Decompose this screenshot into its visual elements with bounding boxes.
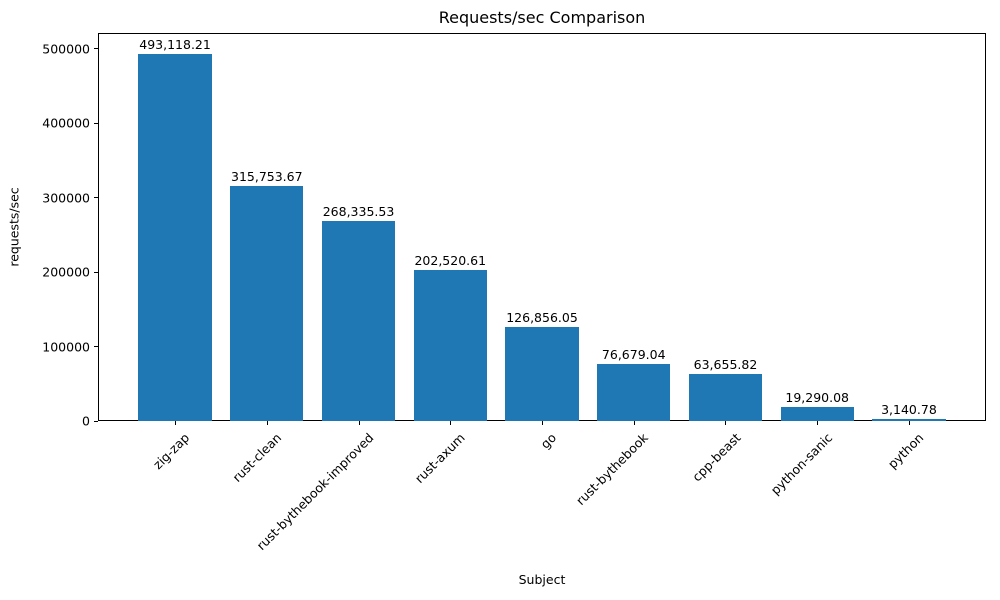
x-tick-mark (908, 421, 910, 425)
bar-value-label: 268,335.53 (322, 204, 395, 220)
bar-rust-bythebook-improved (321, 221, 396, 421)
bar-value-label: 19,290.08 (785, 389, 850, 405)
y-tick-label: 100000 (42, 339, 90, 355)
bar-cpp-beast (688, 373, 763, 421)
bar-value-label: 202,520.61 (414, 253, 487, 269)
x-tick-label: rust-bythebook (573, 430, 652, 509)
bar-value-label: 126,856.05 (506, 309, 578, 325)
bar-python-sanic (780, 406, 854, 421)
bar-python (872, 418, 946, 421)
y-tick-mark (94, 271, 98, 273)
y-tick-mark (94, 48, 98, 50)
bar-zig-zap (138, 54, 212, 421)
x-tick-label: zig-zap (150, 430, 193, 473)
y-tick-label: 400000 (42, 115, 90, 131)
bar-value-label: 76,679.04 (601, 346, 666, 362)
y-tick-mark (94, 346, 98, 348)
y-tick-label: 500000 (42, 41, 90, 57)
x-tick-mark (633, 421, 635, 425)
x-tick-mark (450, 421, 452, 425)
bar-rust-clean (230, 186, 304, 421)
x-tick-label: go (537, 430, 560, 452)
bar-value-label: 63,655.82 (693, 356, 758, 372)
bar-rust-axum (413, 270, 487, 421)
bar-value-label: 3,140.78 (881, 401, 937, 417)
x-tick-mark (725, 421, 727, 425)
x-axis-label: Subject (518, 572, 566, 587)
x-tick-mark (358, 421, 360, 425)
bar-value-label: 493,118.21 (139, 37, 211, 53)
x-tick-mark (817, 421, 819, 425)
x-tick-label: rust-clean (229, 430, 285, 485)
y-tick-mark (94, 197, 98, 199)
bar-rust-bythebook (597, 363, 671, 421)
x-tick-label: python-sanic (767, 430, 835, 498)
y-tick-mark (94, 420, 98, 422)
bar-go (505, 326, 579, 421)
x-tick-mark (266, 421, 268, 425)
y-tick-mark (94, 122, 98, 124)
bar-value-label: 315,753.67 (230, 169, 303, 185)
y-tick-label: 0 (82, 413, 90, 429)
chart-title: Requests/sec Comparison (438, 8, 646, 27)
x-tick-label: cpp-beast (688, 430, 744, 485)
y-tick-label: 200000 (42, 264, 90, 280)
y-tick-label: 300000 (42, 190, 90, 206)
x-tick-mark (542, 421, 543, 425)
x-tick-label: python (885, 430, 927, 472)
x-tick-label: rust-axum (411, 430, 468, 486)
x-tick-mark (175, 421, 177, 425)
